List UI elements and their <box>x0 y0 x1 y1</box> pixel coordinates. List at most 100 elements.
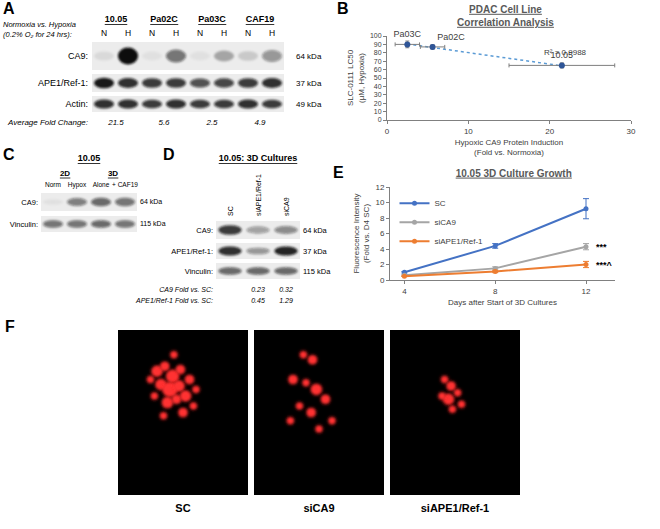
svg-text:APE1/Ref-1 Fold vs. SC:: APE1/Ref-1 Fold vs. SC: <box>135 297 213 304</box>
svg-text:4: 4 <box>380 245 385 254</box>
svg-text:N: N <box>101 28 107 38</box>
svg-text:115 kDa: 115 kDa <box>303 267 331 276</box>
svg-text:H: H <box>269 28 275 38</box>
svg-text:siAPE1/Ref-1: siAPE1/Ref-1 <box>421 502 489 514</box>
svg-text:20: 20 <box>545 127 554 136</box>
svg-text:Average Fold Change:: Average Fold Change: <box>7 118 88 127</box>
svg-text:Pa02C: Pa02C <box>150 14 178 24</box>
svg-text:SLC-0111 LC50(µM, Hypoxia): SLC-0111 LC50(µM, Hypoxia) <box>346 49 365 106</box>
svg-text:D: D <box>163 146 175 163</box>
svg-text:2D: 2D <box>60 169 70 178</box>
svg-text:CA9:: CA9: <box>68 51 88 61</box>
svg-text:Actin:: Actin: <box>65 99 88 109</box>
svg-text:Vinculin:: Vinculin: <box>185 267 213 276</box>
svg-text:37 kDa: 37 kDa <box>303 247 328 256</box>
svg-text:R² = 0.9988: R² = 0.9988 <box>544 48 587 57</box>
svg-text:+ CAF19: + CAF19 <box>112 181 138 188</box>
svg-text:B: B <box>337 0 349 17</box>
svg-text:60: 60 <box>374 66 382 73</box>
svg-text:APE1/Ref-1:: APE1/Ref-1: <box>171 247 213 256</box>
svg-text:4.9: 4.9 <box>254 118 266 127</box>
svg-text:12: 12 <box>375 183 384 192</box>
svg-text:10: 10 <box>374 108 382 115</box>
svg-text:Vinculin:: Vinculin: <box>10 220 38 229</box>
svg-text:10.05: 10.05 <box>78 153 101 163</box>
svg-text:37 kDa: 37 kDa <box>296 79 322 88</box>
svg-text:Normoxia vs. Hypoxia: Normoxia vs. Hypoxia <box>3 20 76 29</box>
svg-text:12: 12 <box>582 287 591 296</box>
svg-text:50: 50 <box>374 74 382 81</box>
svg-text:21.5: 21.5 <box>107 118 124 127</box>
svg-text:8: 8 <box>380 214 385 223</box>
svg-text:siCA9: siCA9 <box>435 218 457 227</box>
svg-text:SC: SC <box>227 206 234 216</box>
svg-text:SC: SC <box>175 502 190 514</box>
svg-text:***: *** <box>596 242 607 252</box>
svg-text:10.05 3D Culture Growth: 10.05 3D Culture Growth <box>456 168 572 179</box>
svg-text:F: F <box>5 318 15 335</box>
svg-text:Pa03C: Pa03C <box>394 29 422 39</box>
svg-text:CAF19: CAF19 <box>246 14 275 24</box>
svg-text:0.23: 0.23 <box>251 286 265 293</box>
svg-text:0: 0 <box>380 276 385 285</box>
svg-text:APE1/Ref-1:: APE1/Ref-1: <box>38 78 88 88</box>
svg-text:6: 6 <box>380 229 385 238</box>
svg-text:N: N <box>245 28 251 38</box>
svg-text:Alone: Alone <box>93 181 110 188</box>
svg-text:20: 20 <box>374 100 382 107</box>
svg-text:64 kDa: 64 kDa <box>303 226 328 235</box>
svg-text:Norm: Norm <box>45 181 61 188</box>
svg-text:Fluorescence Intensity(Fold vs: Fluorescence Intensity(Fold vs. D4 SC) <box>352 193 371 273</box>
svg-text:3D: 3D <box>108 169 118 178</box>
svg-text:siAPE1/Ref-1: siAPE1/Ref-1 <box>255 174 262 216</box>
svg-text:Pa02C: Pa02C <box>437 32 465 42</box>
svg-text:8: 8 <box>493 287 498 296</box>
svg-text:100: 100 <box>370 32 382 39</box>
svg-text:CA9 Fold vs. SC:: CA9 Fold vs. SC: <box>159 286 213 293</box>
svg-text:(0.2% O₂ for 24 hrs):: (0.2% O₂ for 24 hrs): <box>3 30 72 39</box>
svg-text:10.05: 3D Cultures: 10.05: 3D Cultures <box>219 153 298 163</box>
svg-text:siCA9: siCA9 <box>283 197 290 216</box>
svg-text:PDAC Cell LineCorrelation Anal: PDAC Cell LineCorrelation Analysis <box>457 4 554 28</box>
svg-text:CA9:: CA9: <box>196 226 213 235</box>
svg-text:30: 30 <box>374 91 382 98</box>
svg-text:10: 10 <box>464 127 473 136</box>
svg-text:70: 70 <box>374 58 382 65</box>
svg-text:H: H <box>125 28 131 38</box>
svg-text:80: 80 <box>374 49 382 56</box>
svg-text:N: N <box>149 28 155 38</box>
svg-text:49 kDa: 49 kDa <box>296 100 322 109</box>
svg-text:10.05: 10.05 <box>105 14 128 24</box>
svg-text:64 kDa: 64 kDa <box>296 52 322 61</box>
svg-text:2.5: 2.5 <box>205 118 218 127</box>
svg-text:1.29: 1.29 <box>279 297 293 304</box>
svg-text:E: E <box>333 164 344 181</box>
svg-text:CA9:: CA9: <box>21 198 38 207</box>
svg-text:siCA9: siCA9 <box>303 502 334 514</box>
svg-text:10: 10 <box>375 198 384 207</box>
svg-text:H: H <box>173 28 179 38</box>
svg-text:C: C <box>3 146 15 163</box>
svg-text:Pa03C: Pa03C <box>198 14 226 24</box>
svg-text:10.05: 10.05 <box>551 50 574 60</box>
svg-text:SC: SC <box>435 199 446 208</box>
svg-text:30: 30 <box>627 127 636 136</box>
svg-text:2: 2 <box>380 260 385 269</box>
svg-text:siAPE1/Ref-1: siAPE1/Ref-1 <box>435 237 484 246</box>
svg-text:5.6: 5.6 <box>158 118 170 127</box>
svg-text:0: 0 <box>385 127 390 136</box>
svg-text:0.32: 0.32 <box>279 286 293 293</box>
svg-text:Hypox: Hypox <box>68 181 87 189</box>
svg-text:64 kDa: 64 kDa <box>140 198 162 205</box>
svg-text:***^: ***^ <box>596 260 613 270</box>
svg-text:4: 4 <box>402 287 407 296</box>
svg-text:40: 40 <box>374 83 382 90</box>
svg-text:0.45: 0.45 <box>251 297 265 304</box>
svg-text:A: A <box>3 0 15 17</box>
svg-text:Hypoxic CA9 Protein Induction(: Hypoxic CA9 Protein Induction(Fold vs. N… <box>455 138 564 157</box>
svg-text:90: 90 <box>374 41 382 48</box>
svg-text:Days after Start of 3D Culture: Days after Start of 3D Cultures <box>448 298 557 307</box>
svg-text:115 kDa: 115 kDa <box>140 220 166 227</box>
svg-text:0: 0 <box>378 116 382 123</box>
svg-text:N: N <box>197 28 203 38</box>
